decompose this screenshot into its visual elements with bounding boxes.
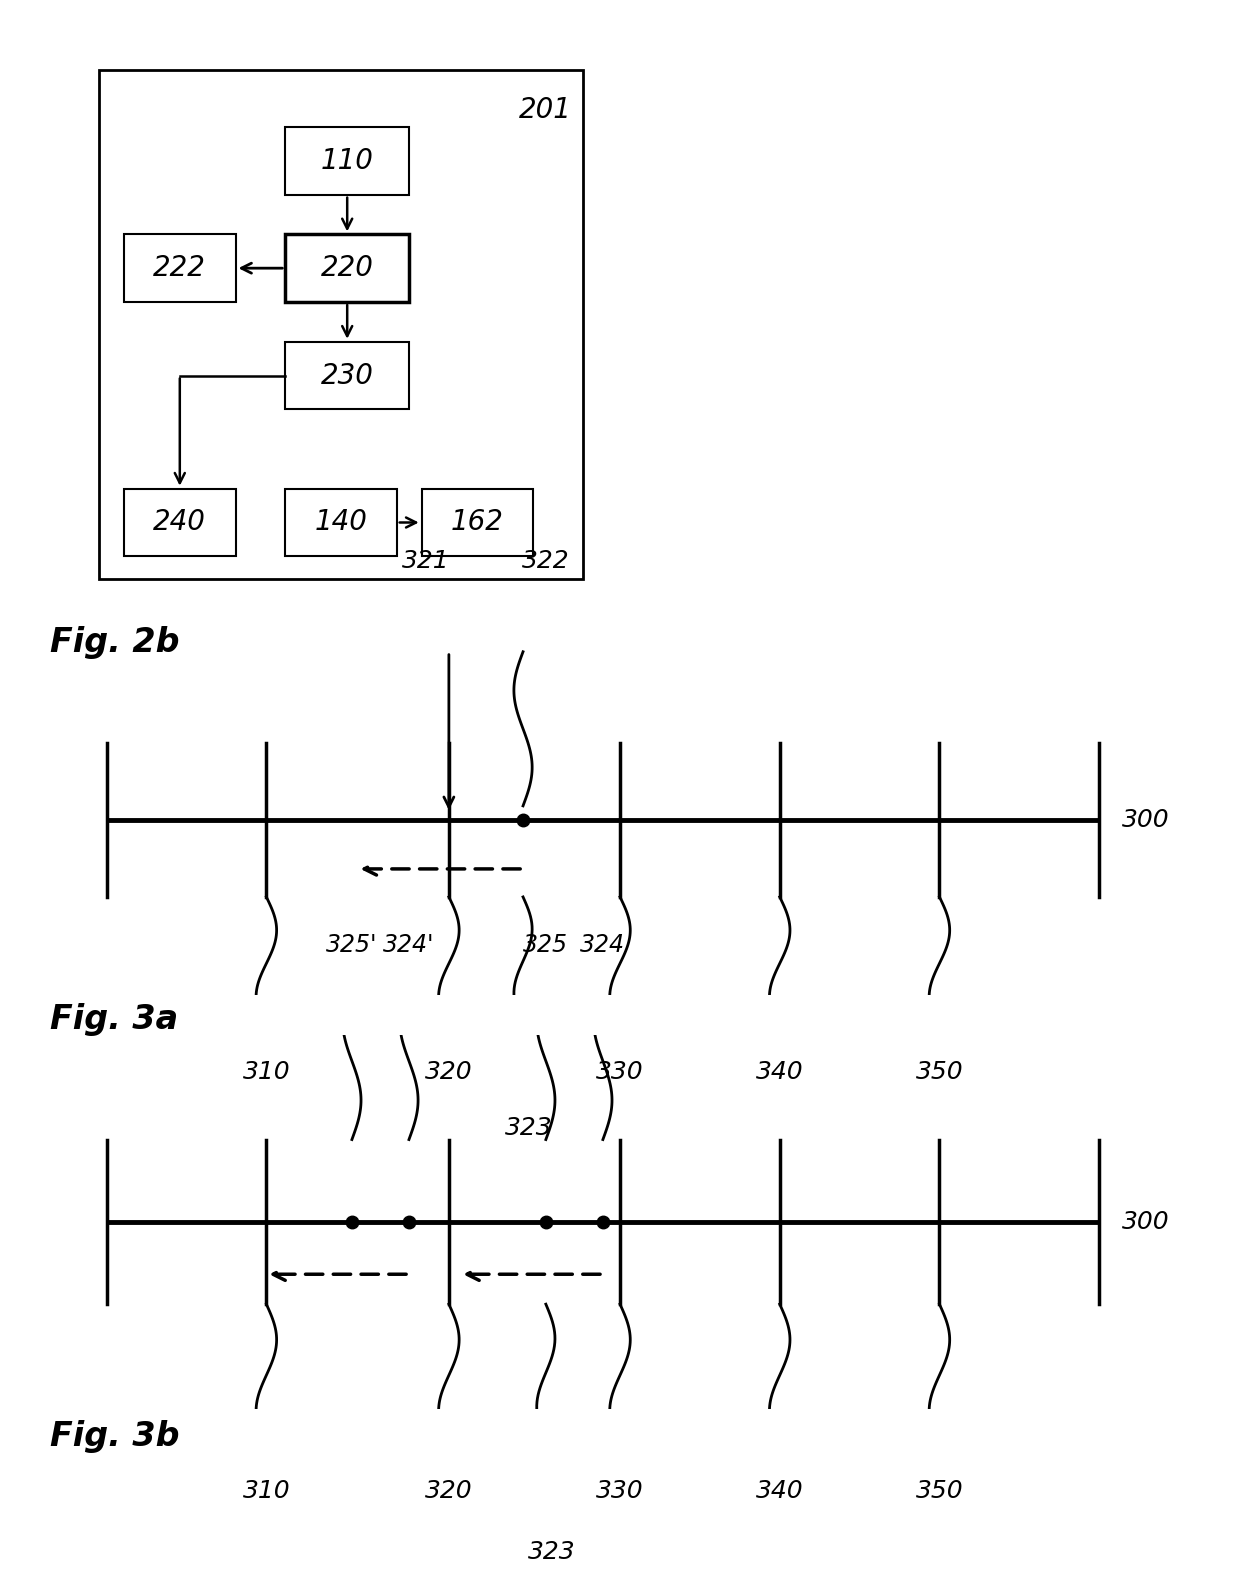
Text: 322: 322 (522, 549, 569, 573)
Text: 323: 323 (505, 1116, 553, 1140)
Text: 320: 320 (425, 1060, 472, 1084)
Text: 325': 325' (326, 933, 378, 957)
Text: 310: 310 (243, 1479, 290, 1503)
Text: 323: 323 (528, 1539, 575, 1563)
Bar (285, 342, 409, 409)
Text: 325: 325 (523, 933, 568, 957)
Text: 300: 300 (1122, 1210, 1169, 1234)
Text: 162: 162 (451, 508, 503, 537)
Text: 340: 340 (756, 1479, 804, 1503)
Text: 201: 201 (520, 96, 572, 124)
Text: 140: 140 (315, 508, 367, 537)
Bar (422, 489, 533, 557)
Text: 324: 324 (580, 933, 625, 957)
Text: 350: 350 (915, 1060, 963, 1084)
Text: 220: 220 (321, 255, 373, 282)
Text: 300: 300 (1122, 807, 1169, 833)
Text: 230: 230 (321, 361, 373, 390)
Bar (285, 234, 409, 302)
Text: 320: 320 (425, 1479, 472, 1503)
Text: 321: 321 (402, 549, 450, 573)
Text: Fig. 3a: Fig. 3a (50, 1003, 177, 1036)
Text: 330: 330 (596, 1479, 644, 1503)
Bar (124, 234, 236, 302)
Bar (124, 489, 236, 557)
Text: 310: 310 (243, 1060, 290, 1084)
Text: 110: 110 (321, 146, 373, 175)
Text: Fig. 3b: Fig. 3b (50, 1420, 179, 1453)
Text: 240: 240 (154, 508, 206, 537)
Text: Fig. 2b: Fig. 2b (50, 626, 179, 659)
Text: 324': 324' (383, 933, 435, 957)
Text: 350: 350 (915, 1479, 963, 1503)
Text: 330: 330 (596, 1060, 644, 1084)
Bar (285, 489, 397, 557)
Bar (99, 70, 583, 579)
Text: 222: 222 (154, 255, 206, 282)
Bar (285, 127, 409, 194)
Text: 340: 340 (756, 1060, 804, 1084)
